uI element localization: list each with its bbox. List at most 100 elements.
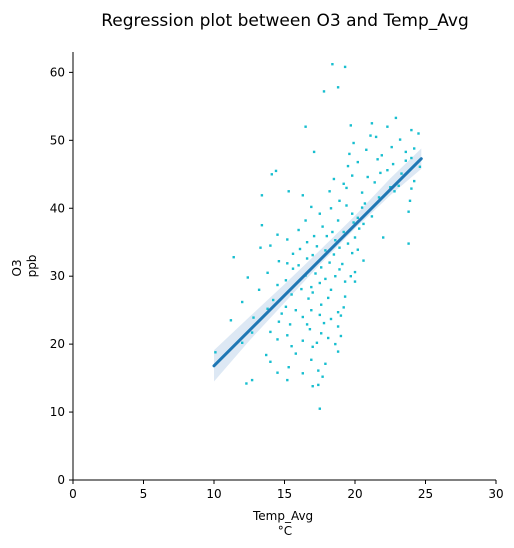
- scatter-point: [321, 375, 324, 378]
- scatter-point: [260, 194, 264, 197]
- scatter-point: [386, 125, 389, 128]
- y-axis-ticks: 0 10 20 30 40 50 60: [50, 65, 73, 487]
- y-tick-label: 30: [50, 269, 65, 283]
- scatter-point: [307, 297, 310, 300]
- scatter-point: [380, 154, 383, 157]
- scatter-point: [269, 244, 272, 247]
- scatter-point: [265, 353, 268, 357]
- scatter-point: [407, 210, 410, 213]
- x-tick-label: 15: [277, 487, 292, 501]
- scatter-point: [250, 331, 254, 334]
- scatter-point: [266, 271, 269, 274]
- scatter-point: [345, 186, 348, 190]
- scatter-point: [349, 124, 352, 127]
- scatter-point: [338, 246, 341, 249]
- scatter-point: [301, 339, 304, 342]
- x-axis-label-name: Temp_Avg: [252, 509, 313, 523]
- scatter-point: [301, 372, 304, 375]
- scatter-point: [290, 345, 293, 348]
- y-tick-label: 0: [57, 473, 65, 487]
- scatter-point: [284, 279, 288, 282]
- scatter-point: [369, 134, 372, 137]
- scatter-point: [272, 298, 275, 302]
- x-tick-label: 30: [488, 487, 503, 501]
- scatter-point: [305, 241, 309, 244]
- scatter-point: [277, 260, 281, 263]
- scatter-point: [376, 158, 379, 161]
- scatter-point: [336, 219, 340, 222]
- scatter-point: [382, 236, 385, 239]
- scatter-point: [291, 252, 295, 255]
- scatter-point: [294, 309, 297, 312]
- scatter-point: [341, 262, 344, 266]
- x-tick-label: 25: [418, 487, 433, 501]
- scatter-point: [311, 291, 314, 294]
- scatter-point: [342, 230, 345, 234]
- scatter-point: [343, 280, 347, 283]
- scatter-point: [328, 261, 331, 264]
- scatter-point: [301, 194, 304, 197]
- scatter-point: [291, 267, 295, 270]
- scatter-point: [413, 179, 416, 183]
- scatter-point: [356, 160, 359, 164]
- scatter-point: [328, 190, 331, 193]
- scatter-point: [312, 150, 316, 154]
- y-tick-label: 10: [50, 405, 65, 419]
- scatter-point: [363, 202, 367, 205]
- scatter-point: [297, 264, 300, 267]
- x-tick-label: 10: [206, 487, 221, 501]
- regression-line: [212, 157, 423, 368]
- scatter-point: [315, 341, 319, 344]
- scatter-point: [360, 206, 364, 209]
- x-axis-ticks: 0 5 10 15 20 25 30: [69, 480, 504, 501]
- scatter-point: [320, 303, 323, 306]
- scatter-point: [245, 382, 248, 385]
- scatter-point: [321, 225, 324, 228]
- y-tick-label: 50: [50, 133, 65, 147]
- scatter-point: [294, 352, 297, 355]
- scatter-point: [334, 275, 337, 278]
- x-tick-label: 0: [69, 487, 77, 501]
- scatter-point: [400, 172, 403, 175]
- scatter-point: [290, 293, 293, 296]
- x-axis-label-unit: °C: [278, 524, 292, 538]
- scatter-point: [366, 175, 369, 179]
- scatter-point: [322, 321, 326, 325]
- scatter-point: [310, 309, 313, 312]
- scatter-point: [311, 345, 314, 348]
- scatter-point: [343, 65, 347, 69]
- scatter-point: [356, 248, 359, 251]
- scatter-point: [336, 86, 340, 89]
- scatter-point: [274, 169, 278, 173]
- scatter-point: [310, 358, 313, 361]
- scatter-point: [331, 63, 334, 66]
- scatter-point: [390, 145, 393, 149]
- scatter-point: [305, 257, 309, 260]
- scatter-point: [324, 249, 327, 252]
- scatter-point: [286, 378, 289, 382]
- scatter-point: [259, 246, 262, 249]
- scatter-point: [345, 204, 348, 207]
- scatter-point: [410, 156, 413, 160]
- scatter-point: [351, 174, 354, 177]
- scatter-point: [318, 313, 321, 317]
- scatter-point: [418, 165, 422, 168]
- scatter-point: [391, 162, 395, 166]
- scatter-point: [311, 385, 314, 388]
- scatter-point: [232, 256, 235, 259]
- scatter-point: [280, 312, 283, 315]
- scatter-point: [320, 266, 323, 269]
- scatter-point: [229, 319, 233, 322]
- scatter-point: [269, 360, 272, 363]
- scatter-point: [348, 152, 351, 156]
- scatter-point: [327, 336, 330, 340]
- scatter-point: [338, 199, 341, 202]
- scatter-point: [394, 116, 398, 120]
- scatter-point: [336, 325, 340, 328]
- scatter-point: [417, 132, 420, 135]
- chart-title: Regression plot between O3 and Temp_Avg: [101, 11, 469, 31]
- scatter-point: [397, 184, 400, 187]
- scatter-point: [315, 245, 319, 248]
- scatter-point: [356, 216, 359, 219]
- scatter-point: [287, 190, 290, 193]
